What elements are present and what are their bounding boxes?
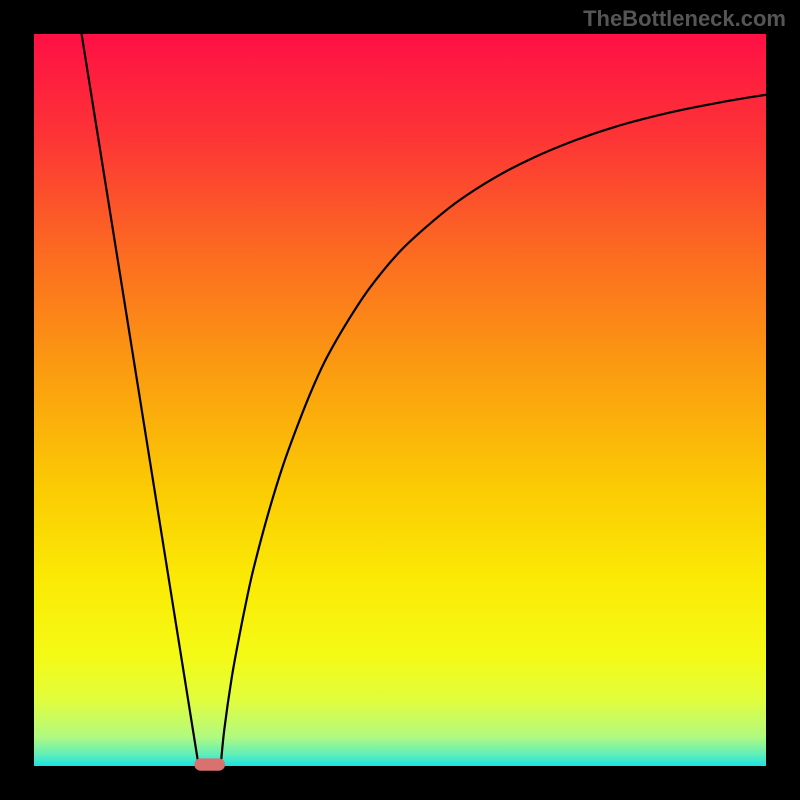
chart-container: TheBottleneck.com — [0, 0, 800, 800]
plot-background — [34, 34, 766, 766]
watermark-text: TheBottleneck.com — [583, 6, 786, 32]
minimum-marker — [194, 758, 225, 770]
chart-svg — [0, 0, 800, 800]
